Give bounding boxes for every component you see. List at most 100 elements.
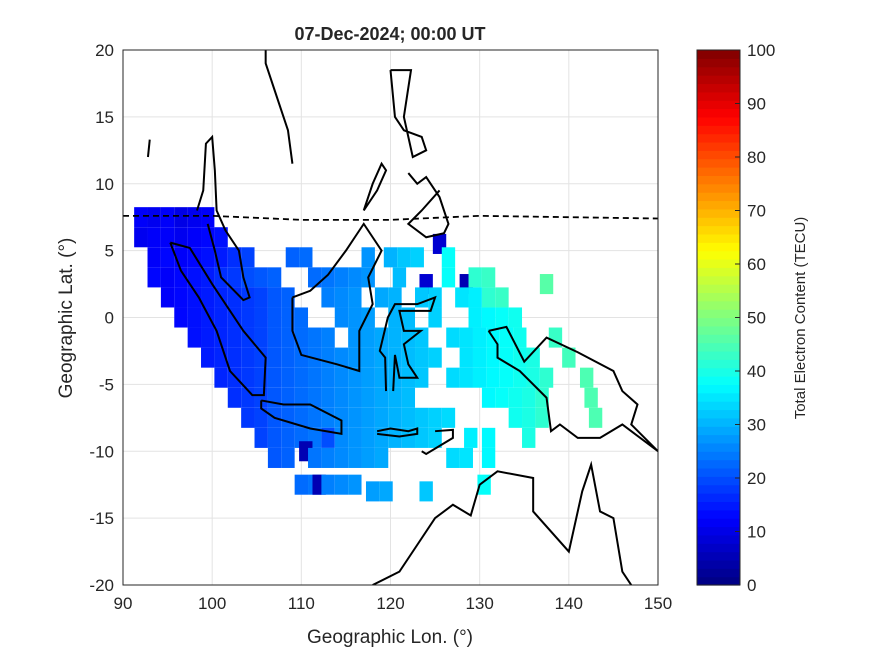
colorbar-segment — [697, 501, 740, 511]
colorbar-segment — [697, 200, 740, 210]
colorbar-segment — [697, 426, 740, 436]
tec-cell — [397, 247, 411, 268]
tec-cell — [481, 267, 496, 288]
tec-cell — [281, 367, 295, 388]
tec-cell — [254, 407, 268, 428]
tec-cell — [334, 267, 349, 288]
tec-cell — [374, 387, 389, 408]
tec-cell — [160, 227, 175, 248]
tec-cell — [348, 307, 362, 328]
tec-cell — [294, 307, 309, 328]
tec-cell — [187, 287, 202, 308]
colorbar-segment — [697, 518, 740, 528]
tec-cell — [401, 407, 416, 428]
coastline — [362, 161, 388, 212]
y-tick-label: 5 — [105, 242, 114, 261]
tec-cell — [267, 267, 282, 288]
tec-cell — [201, 327, 215, 348]
tec-cell — [147, 267, 161, 288]
tec-cell — [486, 367, 500, 388]
tec-cell — [227, 327, 242, 348]
colorbar-segment — [697, 543, 740, 553]
tec-cell — [334, 407, 349, 428]
tec-cell — [294, 327, 309, 348]
tec-cell — [365, 481, 380, 502]
tec-cell — [446, 447, 460, 468]
colorbar-segment — [697, 242, 740, 252]
tec-cell — [241, 247, 255, 268]
colorbar-segment — [697, 509, 740, 519]
tec-cell — [267, 307, 282, 328]
tec-cell — [468, 267, 482, 288]
tec-cell — [383, 247, 398, 268]
colorbar-segment — [697, 376, 740, 385]
tec-cell — [227, 267, 242, 288]
tec-cell — [535, 387, 549, 408]
tec-cell — [459, 347, 473, 368]
colorbar-segment — [697, 467, 740, 477]
coastline — [406, 172, 450, 239]
coastline — [421, 428, 454, 456]
colorbar-segment — [697, 125, 740, 135]
tec-cell — [294, 387, 309, 408]
tec-cell — [348, 347, 362, 368]
tec-cell — [321, 347, 335, 368]
y-tick-label: 10 — [95, 175, 114, 194]
tec-cell — [281, 427, 295, 448]
tec-cell — [459, 367, 473, 388]
tec-cell — [267, 287, 282, 308]
colorbar-segment — [697, 91, 740, 101]
tec-cell — [348, 267, 362, 288]
tec-cell — [481, 307, 496, 328]
tec-cell — [486, 347, 500, 368]
tec-cell — [214, 227, 228, 248]
colorbar-segment — [697, 401, 740, 411]
colorbar-segment — [697, 367, 740, 377]
tec-cell — [281, 387, 295, 408]
colorbar-tick-label: 70 — [747, 202, 766, 221]
tec-cell — [481, 387, 496, 408]
colorbar-segment — [697, 83, 740, 93]
tec-cell — [361, 307, 375, 328]
colorbar-segment — [697, 100, 740, 110]
tec-cell — [348, 474, 362, 495]
y-tick-label: -5 — [99, 375, 114, 394]
tec-cell — [160, 267, 175, 288]
tec-cell — [281, 307, 295, 328]
tec-cell — [410, 247, 424, 268]
tec-cell — [535, 407, 549, 428]
colorbar-segment — [697, 175, 740, 185]
tec-cell — [321, 387, 335, 408]
tec-cell — [348, 427, 362, 448]
tec-cell — [308, 367, 322, 388]
tec-cell — [459, 447, 473, 468]
y-tick-label: 20 — [95, 41, 114, 60]
tec-cell — [415, 367, 429, 388]
tec-cell — [299, 247, 313, 268]
tec-cell — [254, 287, 268, 308]
tec-cell — [374, 407, 389, 428]
tec-cell — [227, 387, 242, 408]
coastline — [291, 222, 383, 373]
tec-cell — [428, 307, 442, 328]
colorbar-segment — [697, 534, 740, 544]
tec-cell — [308, 447, 322, 468]
tec-cell — [241, 307, 255, 328]
tec-cell — [267, 387, 282, 408]
tec-cell — [321, 287, 335, 308]
tec-cell — [481, 287, 496, 308]
colorbar-segment — [697, 58, 740, 68]
tec-cell — [374, 287, 389, 308]
colorbar: 0 10 20 30 40 50 60 70 80 90 100 — [696, 41, 775, 595]
coastline — [264, 50, 294, 164]
tec-cell — [388, 407, 402, 428]
tec-cell — [308, 267, 322, 288]
chart-title: 07-Dec-2024; 00:00 UT — [294, 24, 485, 44]
tec-cell — [308, 327, 322, 348]
colorbar-tick-label: 0 — [747, 576, 756, 595]
coastline — [487, 325, 658, 453]
x-tick-label: 110 — [288, 594, 315, 613]
tec-cell — [348, 287, 362, 308]
colorbar-segment — [697, 409, 740, 419]
